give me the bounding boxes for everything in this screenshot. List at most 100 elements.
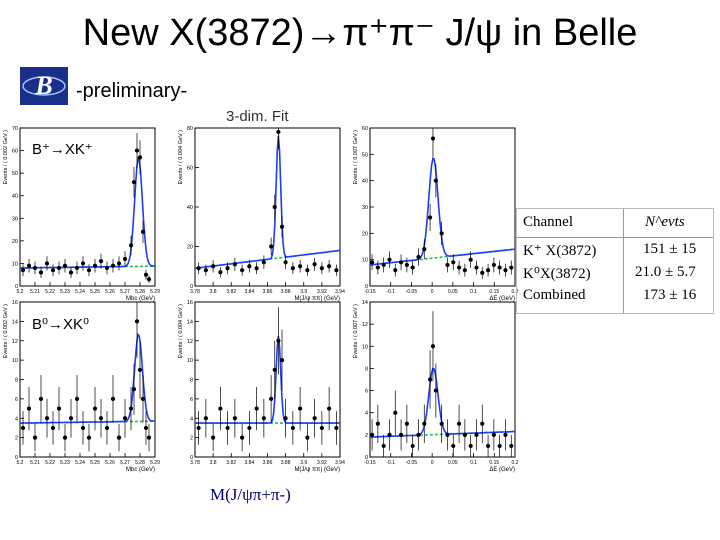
y-tick-label: 16 <box>187 300 193 306</box>
y-tick-label: 40 <box>187 205 193 211</box>
y-tick-label: 10 <box>12 358 18 364</box>
data-point <box>410 265 415 270</box>
y-tick-label: 4 <box>190 416 193 422</box>
data-point <box>261 416 266 421</box>
data-point <box>203 268 208 273</box>
x-tick-label: 5.27 <box>120 460 130 466</box>
x-tick-label: -0.05 <box>406 460 418 466</box>
data-point <box>491 432 496 437</box>
data-point <box>430 136 436 141</box>
x-tick-label: 0.15 <box>489 289 499 295</box>
data-point <box>462 432 467 437</box>
y-tick-label: 14 <box>12 319 18 325</box>
x-axis-label: M(J/ψ ππ) (GeV) <box>294 467 340 473</box>
panel-de-bplus: 0 10 20 30 40 50 60 -0.15 -0.1 -0.05 0 0.05 0.1 0.15 0… <box>353 126 519 302</box>
data-point <box>312 416 317 421</box>
header-channel: Channel <box>523 214 573 230</box>
data-point <box>276 129 281 135</box>
data-point <box>430 344 436 349</box>
x-tick-label: 5.2 <box>17 289 24 295</box>
data-point <box>290 425 295 431</box>
x-tick-label: 3.94 <box>335 460 345 466</box>
x-tick-label: 0.15 <box>489 460 499 466</box>
data-point <box>439 421 444 426</box>
data-point <box>369 260 375 265</box>
data-point <box>410 443 415 449</box>
panel-de-b0: 0 2 4 6 8 10 12 14 -0.15 -0.1 -0.05 0 0.05 0.1 0.15 0.2… <box>353 300 519 473</box>
x-tick-label: 3.8 <box>210 289 217 295</box>
data-point <box>20 425 26 431</box>
total-fit-line <box>20 332 155 424</box>
x-tick-label: 0.1 <box>470 460 477 466</box>
y-tick-label: 30 <box>362 205 368 211</box>
data-point <box>369 432 375 437</box>
data-point <box>433 178 438 183</box>
y-tick-label: 12 <box>362 322 368 328</box>
data-point <box>404 421 409 426</box>
data-point <box>480 270 485 275</box>
x-tick-label: 5.2 <box>17 460 24 466</box>
x-tick-label: -0.1 <box>386 460 395 466</box>
data-point <box>298 264 303 269</box>
svg-text:B: B <box>34 71 52 100</box>
x-tick-label: 3.9 <box>300 289 307 295</box>
data-point <box>104 265 110 271</box>
data-point <box>196 425 201 431</box>
data-point <box>509 443 514 449</box>
data-point <box>283 260 288 265</box>
data-point <box>131 387 137 392</box>
data-point <box>62 263 68 268</box>
channel-label-bplus: B⁺→XK⁺ <box>30 140 95 158</box>
data-point <box>305 435 310 440</box>
data-point <box>381 262 386 268</box>
data-point <box>279 224 285 229</box>
x-tick-label: 0.2 <box>512 460 519 466</box>
data-point <box>62 435 68 440</box>
data-point <box>480 421 485 426</box>
y-tick-label: 0 <box>365 284 368 290</box>
data-point <box>26 263 32 268</box>
x-tick-label: 0.05 <box>448 289 458 295</box>
y-tick-label: 60 <box>187 166 193 172</box>
y-tick-label: 6 <box>190 397 193 403</box>
x-tick-label: 3.78 <box>190 460 200 466</box>
plot-frame <box>369 301 516 458</box>
x-tick-label: 5.22 <box>45 460 55 466</box>
data-point <box>427 377 433 382</box>
x-tick-label: 5.28 <box>135 289 145 295</box>
y-tick-label: 14 <box>362 300 368 306</box>
x-tick-label: 3.92 <box>317 460 327 466</box>
x-tick-label: 3.82 <box>226 460 236 466</box>
table-row-value: 21.0 ± 5.7 <box>635 264 696 280</box>
y-tick-label: 2 <box>15 436 18 442</box>
data-point <box>218 270 223 275</box>
y-tick-label: 10 <box>362 258 368 264</box>
total-fit-line <box>20 156 155 269</box>
preliminary-label: -preliminary- <box>76 80 188 102</box>
data-point <box>122 256 128 262</box>
y-tick-label: 20 <box>12 239 18 245</box>
x-tick-label: 5.25 <box>90 460 100 466</box>
data-point <box>387 257 392 262</box>
x-tick-label: 5.24 <box>75 460 85 466</box>
data-point <box>92 263 98 268</box>
data-point <box>327 406 332 411</box>
channel-label-b0: B⁰→XK⁰ <box>30 315 92 333</box>
data-point <box>283 416 288 421</box>
data-point <box>451 443 456 449</box>
data-point <box>211 435 216 440</box>
x-tick-label: -0.15 <box>364 289 376 295</box>
data-point <box>26 406 32 411</box>
y-tick-label: 4 <box>15 416 18 422</box>
data-point <box>451 260 456 265</box>
data-point <box>131 180 137 185</box>
x-tick-label: -0.1 <box>386 289 395 295</box>
x-tick-label: 0.05 <box>448 460 458 466</box>
data-point <box>404 262 409 268</box>
y-tick-label: 6 <box>365 389 368 395</box>
data-point <box>381 443 386 449</box>
y-tick-label: 2 <box>190 436 193 442</box>
total-fit-line <box>369 157 516 266</box>
data-point <box>203 416 208 421</box>
